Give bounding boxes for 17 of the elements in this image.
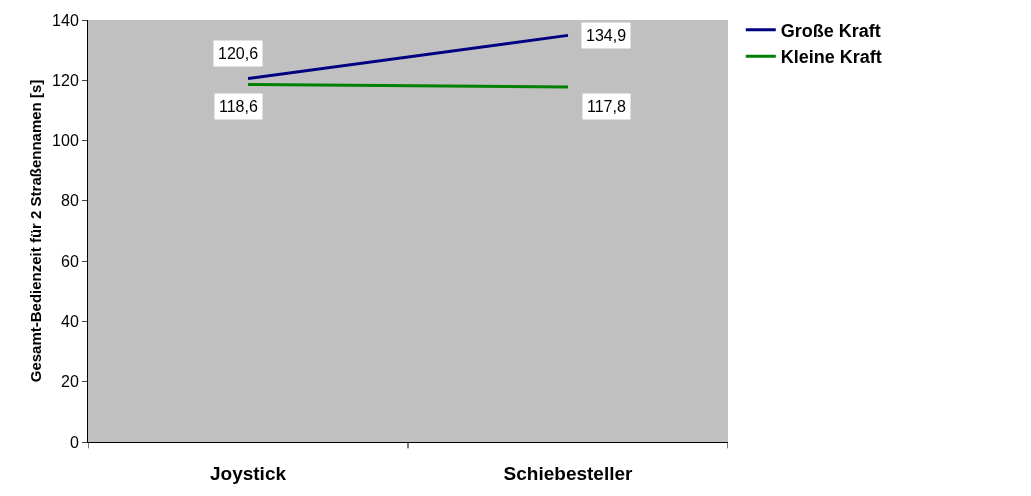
y-tick-label: 20 (61, 373, 79, 391)
y-tick-label: 120 (52, 71, 79, 89)
x-tick-label: Joystick (209, 462, 287, 484)
y-tick-label: 40 (61, 313, 79, 331)
legend-label: Kleine Kraft (780, 47, 882, 68)
legend-label: Große Kraft (780, 20, 881, 41)
y-tick-label: 140 (52, 11, 79, 29)
data-label: 117,8 (587, 98, 626, 115)
y-tick-label: 100 (52, 132, 79, 150)
y-tick-label: 60 (61, 252, 79, 270)
x-tick-label: Schiebesteller (503, 462, 634, 484)
data-label: 134,9 (586, 27, 627, 44)
data-label: 120,6 (218, 45, 259, 62)
y-tick-label: 0 (69, 433, 79, 451)
data-label: 118,6 (219, 98, 258, 115)
y-tick-label: 80 (61, 192, 79, 210)
y-axis-title: Gesamt-Bedienzeit für 2 Straßennamen [s] (27, 79, 45, 383)
